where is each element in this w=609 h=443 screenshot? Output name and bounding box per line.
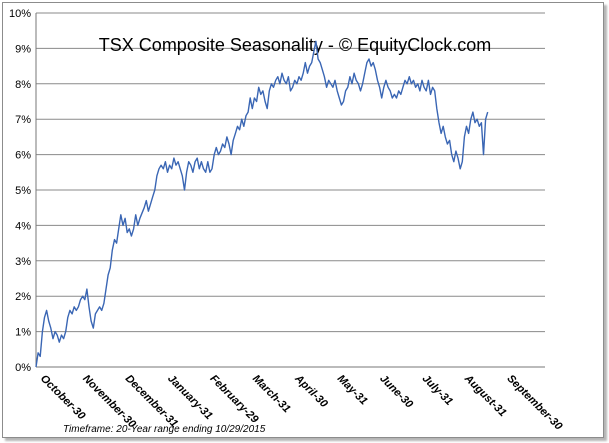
gridlines xyxy=(36,12,545,333)
y-tick-label: 6% xyxy=(15,150,31,162)
x-tick-label: September-30 xyxy=(504,373,565,434)
y-tick-label: 0% xyxy=(15,362,31,374)
x-tick-label: July-31 xyxy=(420,373,455,408)
x-tick-label: June-30 xyxy=(377,373,416,412)
y-tick-label: 7% xyxy=(15,114,31,126)
chart-frame: 0% 1% 2% 3% 4% 5% 6% 7% 8% 9% 10% October-30 Novemb… xyxy=(2,2,604,438)
seasonality-chart: 0%1%2%3%4%5%6%7%8%9%10% October-30Novemb… xyxy=(9,8,565,435)
x-tick-label: August-31 xyxy=(461,372,508,419)
y-tick-label: 9% xyxy=(15,43,31,55)
y-tick-label: 3% xyxy=(15,256,31,268)
chart-title: TSX Composite Seasonality - © EquityCloc… xyxy=(99,35,491,55)
y-tick-label: 10% xyxy=(9,8,31,20)
x-tick-label: May-31 xyxy=(335,373,370,408)
x-tick-label: March-31 xyxy=(250,373,293,416)
x-tick-label: April-30 xyxy=(292,372,331,411)
chart-footnote: Timeframe: 20-Year range ending 10/29/20… xyxy=(63,424,266,435)
y-tick-label: 4% xyxy=(15,220,31,232)
y-tick-label: 5% xyxy=(15,185,31,197)
y-axis: 0% 1% 2% 3% 4% 5% 6% 7% 8% 9% 10% xyxy=(9,8,37,374)
series-line xyxy=(35,40,489,368)
plot-area xyxy=(35,40,489,368)
y-tick-label: 1% xyxy=(15,327,31,339)
y-tick-label: 2% xyxy=(15,291,31,303)
y-tick-label: 8% xyxy=(15,79,31,91)
